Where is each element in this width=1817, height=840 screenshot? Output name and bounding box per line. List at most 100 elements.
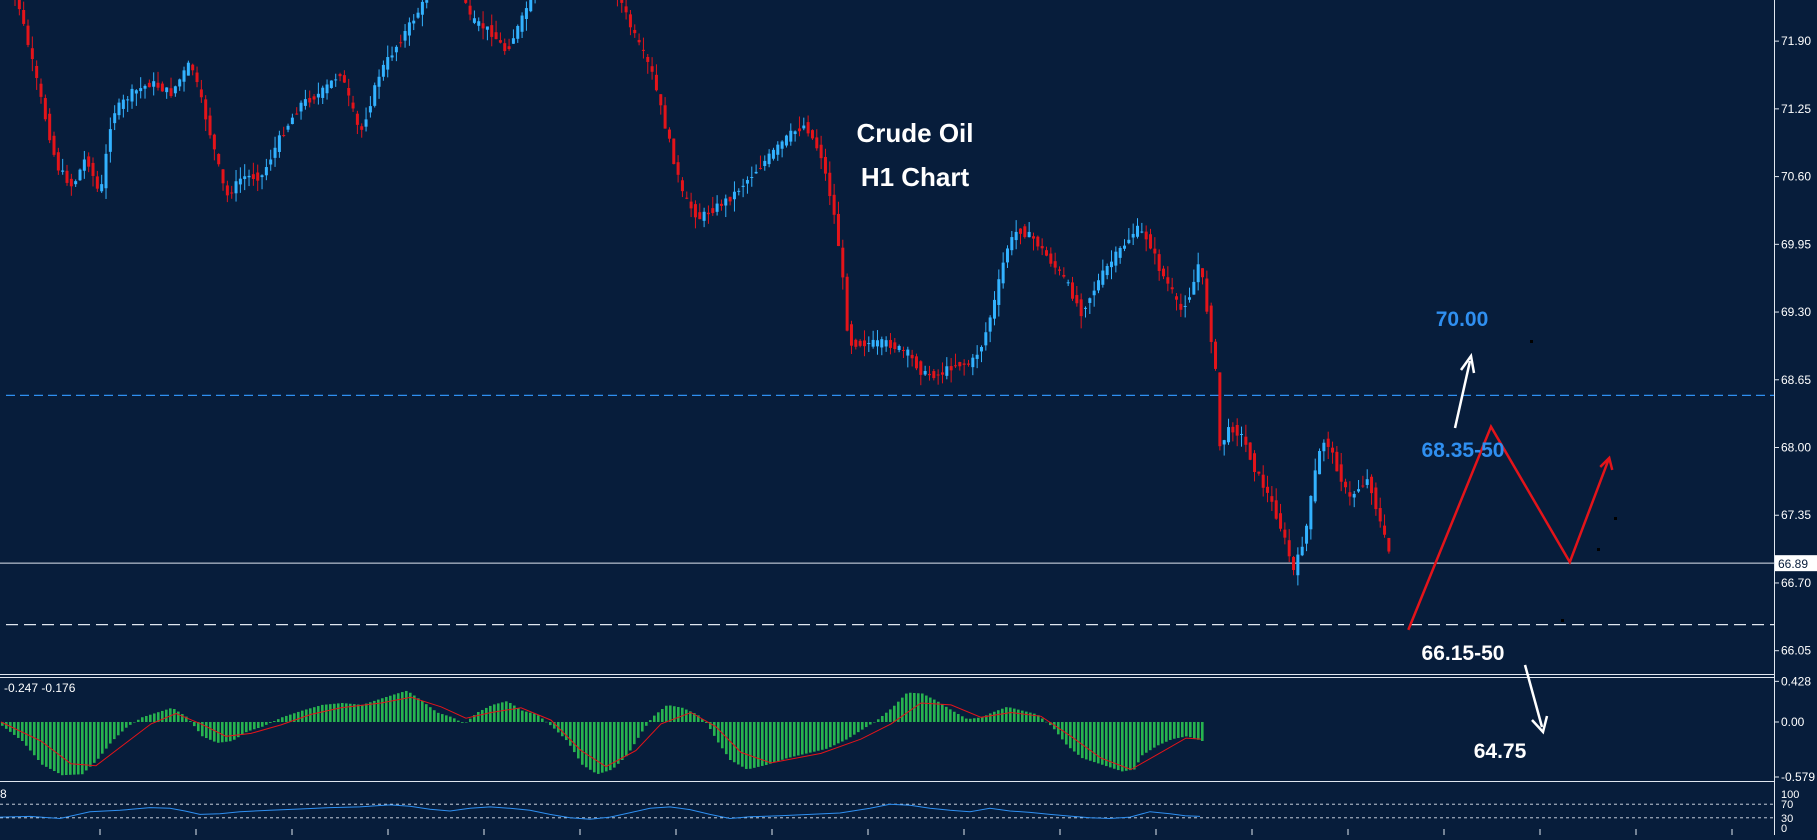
candle-body xyxy=(1101,270,1105,285)
macd-bar xyxy=(509,703,512,722)
macd-bar xyxy=(461,722,464,723)
candle-body xyxy=(104,153,108,189)
oscillator-tick-label: 30 xyxy=(1781,813,1793,825)
macd-bar xyxy=(1081,722,1084,759)
macd-bar xyxy=(93,722,96,763)
candle-body xyxy=(477,21,481,26)
macd-bar xyxy=(105,722,108,749)
candle-body xyxy=(1214,341,1218,369)
candle-body xyxy=(247,175,251,178)
candle-body xyxy=(646,56,650,62)
candlestick-series xyxy=(14,0,1391,586)
candle-body xyxy=(243,176,247,180)
macd-bar xyxy=(413,695,416,722)
candle-body xyxy=(910,354,914,359)
current-price-badge xyxy=(1775,555,1817,572)
macd-bar xyxy=(997,710,1000,722)
macd-bar xyxy=(393,694,396,722)
candle-body xyxy=(784,135,788,146)
candle-body xyxy=(178,79,182,87)
candle-body xyxy=(1040,246,1044,249)
macd-bar xyxy=(269,722,272,723)
macd-bar xyxy=(593,722,596,773)
candle-body xyxy=(464,0,468,3)
macd-bar xyxy=(1169,722,1172,740)
macd-bar xyxy=(777,722,780,762)
candle-body xyxy=(325,84,329,94)
candle-body xyxy=(494,32,498,40)
macd-bar xyxy=(525,711,528,722)
macd-bar xyxy=(77,722,80,775)
macd-bar xyxy=(1121,722,1124,772)
resistance-label: 68.35-50 xyxy=(1422,439,1505,462)
macd-bar xyxy=(221,722,224,743)
macd-bar xyxy=(389,695,392,722)
macd-panel: 0.428 0.00 -0.579 xyxy=(0,674,1815,784)
macd-bar xyxy=(673,706,676,722)
macd-bar xyxy=(801,722,804,755)
macd-bar xyxy=(837,722,840,744)
candle-body xyxy=(269,159,273,165)
candle-body xyxy=(1192,281,1196,295)
candle-body xyxy=(529,0,533,12)
candle-body xyxy=(381,64,385,77)
macd-bar xyxy=(377,699,380,722)
macd-bar xyxy=(773,722,776,763)
y-tick-label: 66.70 xyxy=(1781,576,1811,590)
candle-body xyxy=(1326,438,1330,447)
candle-body xyxy=(1283,529,1287,538)
macd-bar xyxy=(985,715,988,722)
candle-body xyxy=(1062,275,1066,277)
candle-body xyxy=(698,212,702,220)
macd-bar xyxy=(345,703,348,722)
macd-bar xyxy=(73,722,76,775)
macd-bar xyxy=(989,713,992,722)
macd-bar xyxy=(685,709,688,722)
candle-body xyxy=(425,0,429,3)
candle-body xyxy=(1361,485,1365,487)
candle-body xyxy=(780,141,784,149)
candle-body xyxy=(355,113,359,125)
macd-bar xyxy=(581,722,584,765)
candle-body xyxy=(35,65,39,78)
macd-bar xyxy=(477,711,480,722)
candle-body xyxy=(182,70,186,82)
candle-body xyxy=(173,86,177,94)
candle-body xyxy=(1088,298,1092,303)
macd-bar xyxy=(585,722,588,768)
oscillator-tick-label: 100 xyxy=(1781,789,1799,801)
candle-body xyxy=(507,46,511,50)
macd-bar xyxy=(845,722,848,740)
candle-body xyxy=(82,159,86,171)
macd-bar xyxy=(337,703,340,722)
candle-body xyxy=(1066,282,1070,284)
macd-bar xyxy=(601,722,604,773)
macd-bar xyxy=(113,722,116,740)
macd-bar xyxy=(261,722,264,727)
macd-bar xyxy=(1097,722,1100,764)
candle-body xyxy=(251,174,255,179)
candle-body xyxy=(702,211,706,221)
y-tick-label: 71.90 xyxy=(1781,34,1811,48)
candle-body xyxy=(199,89,203,98)
oscillator-legend: 8 xyxy=(0,787,7,801)
macd-bar xyxy=(457,720,460,722)
macd-bar xyxy=(541,718,544,722)
macd-bar xyxy=(725,722,728,755)
macd-bar xyxy=(1025,711,1028,722)
macd-bar xyxy=(797,722,800,756)
candle-body xyxy=(828,172,832,197)
candle-body xyxy=(217,154,221,165)
candle-body xyxy=(1014,231,1018,241)
macd-bar xyxy=(441,714,444,722)
candle-body xyxy=(143,85,147,89)
candle-body xyxy=(1348,492,1352,497)
candle-body xyxy=(1322,442,1326,452)
candle-body xyxy=(1175,296,1179,300)
candle-body xyxy=(1105,265,1109,276)
candle-body xyxy=(884,340,888,347)
macd-bar xyxy=(5,722,8,729)
chart-subtitle: H1 Chart xyxy=(861,162,970,192)
